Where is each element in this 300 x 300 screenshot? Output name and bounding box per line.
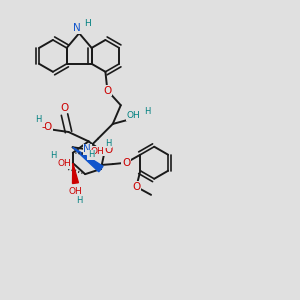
Text: N: N xyxy=(83,144,91,154)
Text: O: O xyxy=(104,145,112,155)
Text: OH: OH xyxy=(91,147,104,156)
Text: O: O xyxy=(103,85,112,95)
Text: OH: OH xyxy=(69,187,82,196)
Text: OH: OH xyxy=(127,112,140,121)
Polygon shape xyxy=(73,147,103,172)
Text: -: - xyxy=(41,122,45,132)
Text: O: O xyxy=(44,122,52,132)
Text: OH: OH xyxy=(57,159,71,168)
Text: H: H xyxy=(76,196,83,206)
Text: O: O xyxy=(122,158,130,168)
Text: O: O xyxy=(132,182,140,192)
Text: H: H xyxy=(84,19,91,28)
Polygon shape xyxy=(73,163,78,184)
Text: H: H xyxy=(35,115,41,124)
Text: N: N xyxy=(73,23,81,33)
Text: H: H xyxy=(105,139,112,148)
Text: H: H xyxy=(88,150,94,159)
Text: H: H xyxy=(144,106,151,116)
Text: O: O xyxy=(60,103,69,113)
Text: H: H xyxy=(50,151,56,160)
